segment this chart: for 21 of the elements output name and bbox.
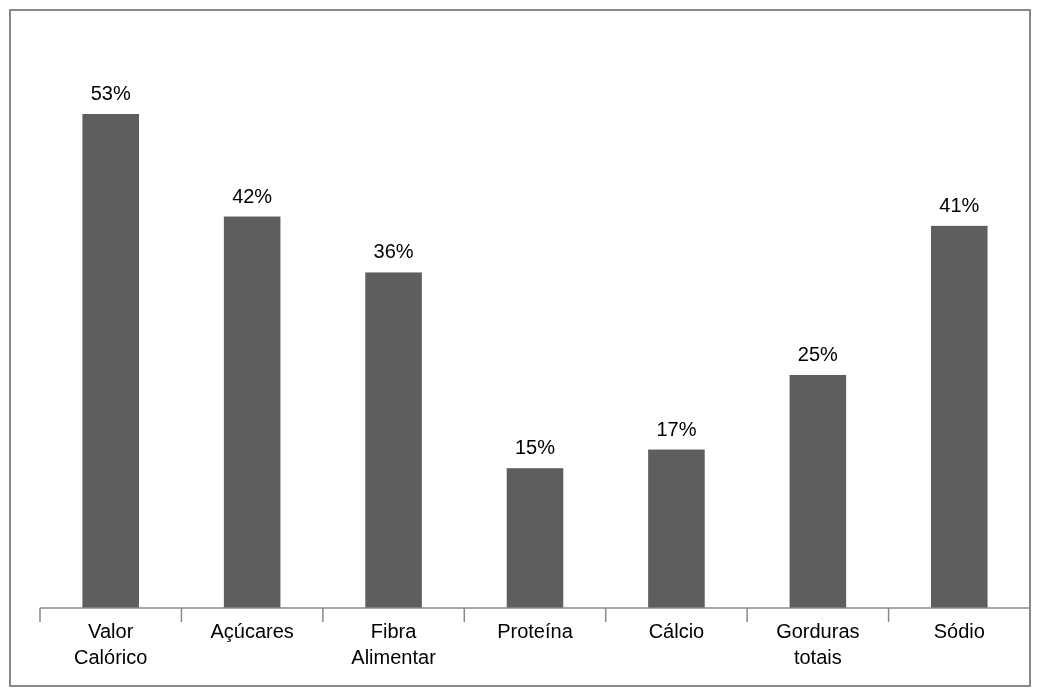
- data-label: 17%: [656, 417, 697, 440]
- x-tick-label: Proteína: [497, 620, 574, 642]
- bar: [82, 114, 139, 608]
- data-label: 15%: [514, 436, 556, 459]
- x-tick-label: Sódio: [933, 620, 985, 642]
- data-label: 42%: [232, 184, 273, 207]
- data-label: 41%: [939, 193, 980, 216]
- data-label: 36%: [373, 240, 414, 263]
- bar: [648, 449, 705, 608]
- x-tick-label: Fibra Alimentar: [351, 620, 437, 668]
- x-tick-label: Cálcio: [648, 620, 705, 642]
- x-tick-label: Gorduras totais: [776, 620, 860, 668]
- data-label: 25%: [797, 342, 839, 365]
- bar: [789, 374, 847, 608]
- x-tick-label: Valor Calórico: [74, 620, 148, 668]
- data-label: 53%: [90, 82, 131, 104]
- x-tick-label: Açúcares: [210, 620, 294, 642]
- bar: [931, 225, 988, 608]
- bar: [365, 272, 422, 608]
- bar: [506, 468, 564, 608]
- bar: [223, 216, 281, 608]
